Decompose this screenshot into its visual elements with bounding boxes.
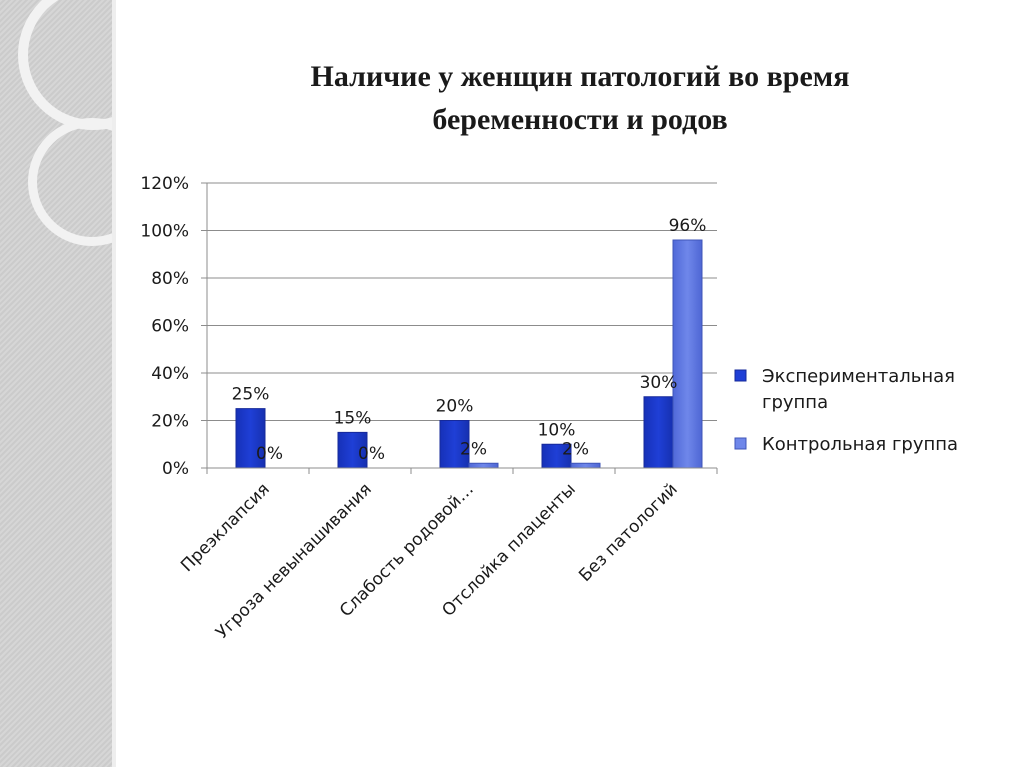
data-label: 0% bbox=[256, 444, 283, 464]
data-label: 96% bbox=[669, 216, 707, 236]
side-panel-edge bbox=[112, 0, 116, 767]
data-label: 20% bbox=[436, 397, 474, 417]
data-label: 15% bbox=[334, 408, 372, 428]
y-tick-label: 0% bbox=[162, 459, 189, 479]
y-tick-label: 100% bbox=[140, 222, 189, 242]
data-label: 10% bbox=[538, 420, 576, 440]
data-label: 0% bbox=[358, 444, 385, 464]
legend: Экспериментальная группа Контрольная групп… bbox=[734, 366, 958, 455]
legend-swatch bbox=[734, 369, 747, 382]
legend-swatch bbox=[734, 437, 747, 450]
legend-label: Контрольная группа bbox=[762, 434, 958, 455]
data-labels: 25% 15% 20% 10% 30% 0% 0% 2% 2% 96% bbox=[232, 216, 707, 464]
data-label: 25% bbox=[232, 385, 270, 405]
data-label: 2% bbox=[562, 439, 589, 459]
y-tick-label: 20% bbox=[151, 412, 189, 432]
bar bbox=[672, 239, 703, 469]
bar bbox=[643, 396, 674, 469]
bars bbox=[235, 239, 703, 469]
bar bbox=[235, 408, 266, 469]
axes: 0%20%40%60%80%100%120%ПреэклапсияУгроза … bbox=[140, 174, 718, 643]
decorative-side-panel bbox=[0, 0, 112, 767]
bar bbox=[468, 462, 499, 469]
x-category-label: Преэклапсия bbox=[177, 479, 274, 576]
y-tick-label: 120% bbox=[140, 174, 189, 194]
legend-label: группа bbox=[762, 392, 828, 413]
bar bbox=[570, 462, 601, 469]
y-tick-label: 80% bbox=[151, 269, 189, 289]
decorative-ring-bottom bbox=[28, 118, 112, 246]
data-label: 2% bbox=[460, 439, 487, 459]
bar bbox=[439, 420, 470, 469]
chart-title-line-1: Наличие у женщин патологий во время bbox=[311, 60, 850, 93]
legend-label: Экспериментальная bbox=[762, 366, 955, 387]
data-label: 30% bbox=[640, 373, 678, 393]
chart-title-line-2: беременности и родов bbox=[432, 103, 727, 136]
x-category-label: Без патологий bbox=[575, 479, 682, 586]
bar bbox=[337, 431, 368, 469]
y-tick-label: 40% bbox=[151, 364, 189, 384]
y-tick-label: 60% bbox=[151, 317, 189, 337]
